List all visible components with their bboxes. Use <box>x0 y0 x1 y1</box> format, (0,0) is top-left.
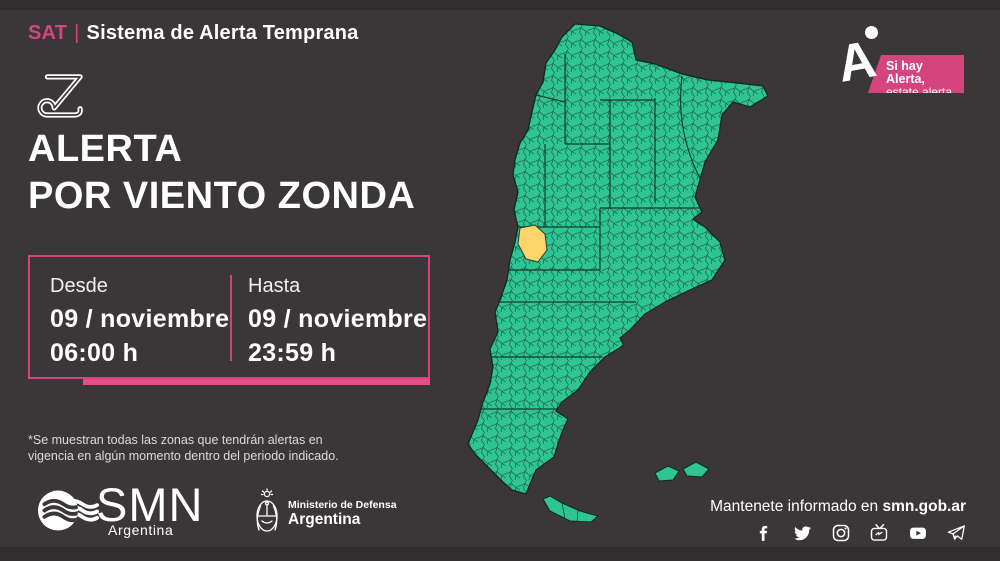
header-divider: | <box>74 22 80 44</box>
title-line-2: POR VIENTO ZONDA <box>28 175 416 217</box>
system-name: Sistema de Alerta Temprana <box>86 22 359 44</box>
alert-period-box: Desde 09 / noviembre 06:00 h Hasta 09 / … <box>28 255 430 379</box>
map-islands <box>654 461 710 482</box>
period-divider <box>230 275 232 361</box>
igtv-icon[interactable] <box>869 523 889 543</box>
title-line-1: ALERTA <box>28 128 183 170</box>
map-mainland <box>467 23 769 495</box>
campaign-line-2: estate alerta <box>886 85 953 99</box>
smn-country: Argentina <box>108 522 174 538</box>
smn-logo-icon <box>38 490 99 531</box>
footer-info: Mantenete informado en smn.gob.ar <box>710 498 966 543</box>
campaign-badge: A Si hay Alerta, estate alerta <box>833 24 966 96</box>
smn-acronym: SMN <box>96 478 204 531</box>
top-edge-strip <box>0 0 1000 10</box>
period-box-shadow-bottom <box>83 377 430 385</box>
ministry-name: Ministerio de Defensa <box>288 499 397 511</box>
from-date: 09 / noviembre <box>50 305 230 333</box>
argentina-map <box>467 23 769 523</box>
footnote: *Se muestran todas las zonas que tendrán… <box>28 433 339 463</box>
period-to: Hasta 09 / noviembre 23:59 h <box>248 275 427 368</box>
alert-person-icon: A <box>833 24 884 94</box>
campaign-banner: Si hay Alerta, estate alerta <box>868 55 964 93</box>
from-label: Desde <box>50 275 108 297</box>
zonda-z-icon <box>34 66 92 124</box>
to-label: Hasta <box>248 275 301 297</box>
footer-site-link[interactable]: smn.gob.ar <box>882 498 966 515</box>
smn-logo: SMN Argentina <box>36 478 206 548</box>
footer-text: Mantenete informado en smn.gob.ar <box>710 498 966 516</box>
social-icons-row <box>754 523 966 543</box>
telegram-icon[interactable] <box>946 523 966 543</box>
instagram-icon[interactable] <box>831 523 851 543</box>
campaign-line-1: Si hay Alerta, <box>886 59 925 86</box>
twitter-icon[interactable] <box>792 523 812 543</box>
sat-header: SAT | Sistema de Alerta Temprana <box>28 22 359 45</box>
period-from: Desde 09 / noviembre 06:00 h <box>50 275 229 368</box>
to-time: 23:59 h <box>248 339 337 367</box>
youtube-icon[interactable] <box>908 523 928 543</box>
coat-of-arms-icon <box>256 488 278 532</box>
ministry-country: Argentina <box>288 511 361 528</box>
map-alert-region[interactable] <box>517 224 548 263</box>
from-time: 06:00 h <box>50 339 139 367</box>
page-title: ALERTA POR VIENTO ZONDA <box>28 126 415 220</box>
ministry-logo: Ministerio de Defensa Argentina <box>252 488 402 544</box>
to-date: 09 / noviembre <box>248 305 428 333</box>
sat-acronym: SAT <box>28 22 68 44</box>
footer-prefix: Mantenete informado en <box>710 498 883 515</box>
map-tierra-del-fuego <box>542 495 600 523</box>
facebook-icon[interactable] <box>754 523 774 543</box>
bottom-edge-strip <box>0 547 1000 561</box>
